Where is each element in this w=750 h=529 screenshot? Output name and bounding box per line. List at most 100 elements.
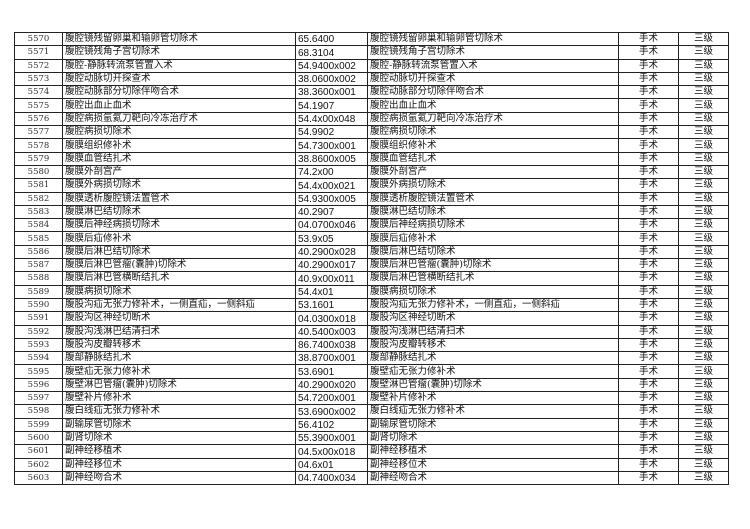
category-cell: 手术 [618,311,679,326]
procedure-code-cell: 54.7300x001 [295,138,368,153]
row-number-cell: 5598 [14,404,63,419]
procedure-name-cell: 腹腔病损切除术 [62,125,296,140]
table-row: 5600 副肾切除术 55.3900x001 副肾切除术 手术 三级 [14,430,729,446]
procedure-name-cell: 腹膜淋巴结切除术 [62,204,296,220]
row-number-cell: 5576 [14,111,63,127]
procedure-name-cell: 腹腔病损氩氦刀靶向冷冻治疗术 [62,111,296,127]
grade-cell: 三级 [678,231,729,246]
procedure-name-cell: 腹部静脉结扎术 [62,351,296,366]
grade-cell: 三级 [678,311,729,326]
row-number-cell: 5570 [14,31,63,47]
category-cell: 手术 [618,111,679,127]
table-row: 5590 腹股沟疝无张力修补术，一侧直疝，一侧斜疝 53.1601 腹股沟疝无张力修补… [14,297,729,313]
category-cell: 手术 [618,297,679,313]
grade-cell: 三级 [678,284,729,299]
grade-cell: 三级 [678,351,729,366]
procedure-code-cell: 54.1907 [295,98,368,113]
procedure-name-standard-cell: 腹壁补片修补术 [367,391,619,406]
procedure-code-cell: 40.2900x028 [295,244,368,260]
procedure-name-cell: 腹腔动脉部分切除伴吻合术 [62,85,296,100]
category-cell: 手术 [618,391,679,406]
category-cell: 手术 [618,204,679,220]
table-row: 5601 副神经移植术 04.5x00x018 副神经移植术 手术 三级 [14,444,729,459]
row-number-cell: 5594 [14,351,63,366]
table-row: 5589 腹膜病损切除术 54.4x01 腹膜病损切除术 手术 三级 [14,284,729,299]
procedure-name-standard-cell: 腹股沟浅淋巴结清扫术 [367,324,619,339]
grade-cell: 三级 [678,444,729,459]
table-row: 5578 腹膜组织修补术 54.7300x001 腹膜组织修补术 手术 三级 [14,138,729,153]
category-cell: 手术 [618,404,679,419]
procedure-code-cell: 54.7200x001 [295,391,368,406]
procedure-name-standard-cell: 腹腔镜残角子宫切除术 [367,45,619,60]
procedure-name-standard-cell: 腹腔动脉部分切除伴吻合术 [367,85,619,100]
category-cell: 手术 [618,231,679,246]
procedure-name-standard-cell: 腹白线疝无张力修补术 [367,404,619,419]
procedure-code-cell: 86.7400x038 [295,337,368,353]
row-number-cell: 5600 [14,430,63,446]
row-number-cell: 5590 [14,297,63,313]
row-number-cell: 5597 [14,391,63,406]
category-cell: 手术 [618,164,679,180]
procedure-name-standard-cell: 腹膜后淋巴管瘤(囊肿)切除术 [367,258,619,273]
table-row: 5574 腹腔动脉部分切除伴吻合术 38.3600x001 腹腔动脉部分切除伴吻合术手… [14,85,729,100]
table-row: 5580 腹膜外剖宫产 74.2x00 腹膜外剖宫产 手术 三级 [14,164,729,180]
procedure-name-cell: 腹股沟疝无张力修补术，一侧直疝，一侧斜疝 [62,297,296,313]
procedure-name-cell: 腹股沟浅淋巴结清扫术 [62,324,296,339]
procedure-name-cell: 腹股沟皮瓣转移术 [62,337,296,353]
procedure-name-standard-cell: 腹腔出血止血术 [367,98,619,113]
procedure-name-cell: 腹膜血管结扎术 [62,151,296,166]
table-row: 5598 腹白线疝无张力修补术 53.6900x002 腹白线疝无张力修补术 手术 三级 [14,404,729,419]
grade-cell: 三级 [678,297,729,313]
procedure-name-cell: 腹腔镜残留卵巢和输卵管切除术 [62,31,296,47]
procedure-code-cell: 04.5x00x018 [295,444,368,459]
category-cell: 手术 [618,178,679,193]
procedure-table: 5570 腹腔镜残留卵巢和输卵管切除术 65.6400 腹腔镜残留卵巢和输卵管切除术手… [14,31,729,486]
table-row: 5599 副输尿管切除术 56.4102 副输尿管切除术 手术 三级 [14,417,729,432]
row-number-cell: 5582 [14,191,63,206]
category-cell: 手术 [618,138,679,153]
procedure-name-standard-cell: 腹壁疝无张力修补术 [367,364,619,379]
table-row: 5575 腹腔出血止血术 54.1907 腹腔出血止血术 手术 三级 [14,98,729,113]
row-number-cell: 5577 [14,125,63,140]
procedure-name-cell: 副神经吻合术 [62,470,296,486]
category-cell: 手术 [618,45,679,60]
procedure-name-standard-cell: 副神经移位术 [367,457,619,472]
procedure-code-cell: 68.3104 [295,45,368,60]
row-number-cell: 5601 [14,444,63,459]
procedure-code-cell: 53.6900x002 [295,404,368,419]
grade-cell: 三级 [678,324,729,339]
table-row: 5595 腹壁疝无张力修补术 53.6901 腹壁疝无张力修补术 手术 三级 [14,364,729,379]
table-row: 5581 腹膜外病损切除术 54.4x00x021 腹膜外病损切除术 手术 三级 [14,178,729,193]
procedure-name-standard-cell: 腹膜外病损切除术 [367,178,619,193]
procedure-code-cell: 40.2900x017 [295,258,368,273]
grade-cell: 三级 [678,470,729,486]
grade-cell: 三级 [678,111,729,127]
grade-cell: 三级 [678,404,729,419]
procedure-name-standard-cell: 腹腔动脉切开探查术 [367,71,619,87]
procedure-code-cell: 56.4102 [295,417,368,432]
procedure-code-cell: 04.7400x034 [295,470,368,486]
procedure-code-cell: 40.9x00x011 [295,271,368,286]
procedure-code-cell: 54.4x00x021 [295,178,368,193]
grade-cell: 三级 [678,271,729,286]
procedure-name-cell: 腹膜外剖宫产 [62,164,296,180]
procedure-name-standard-cell: 副输尿管切除术 [367,417,619,432]
procedure-code-cell: 53.9x05 [295,231,368,246]
procedure-name-cell: 腹壁疝无张力修补术 [62,364,296,379]
procedure-name-standard-cell: 副神经移植术 [367,444,619,459]
procedure-code-cell: 55.3900x001 [295,430,368,446]
row-number-cell: 5578 [14,138,63,153]
procedure-name-cell: 腹腔动脉切开探查术 [62,71,296,87]
procedure-name-cell: 副输尿管切除术 [62,417,296,432]
row-number-cell: 5595 [14,364,63,379]
category-cell: 手术 [618,85,679,100]
procedure-code-cell: 40.2900x020 [295,377,368,393]
grade-cell: 三级 [678,58,729,73]
table-row: 5587 腹膜后淋巴管瘤(囊肿)切除术 40.2900x017 腹膜后淋巴管瘤(囊肿)… [14,258,729,273]
row-number-cell: 5596 [14,377,63,393]
category-cell: 手术 [618,364,679,379]
procedure-name-cell: 腹膜透析腹腔镜法置管术 [62,191,296,206]
procedure-name-cell: 腹膜后淋巴管瘤(囊肿)切除术 [62,258,296,273]
category-cell: 手术 [618,258,679,273]
row-number-cell: 5588 [14,271,63,286]
